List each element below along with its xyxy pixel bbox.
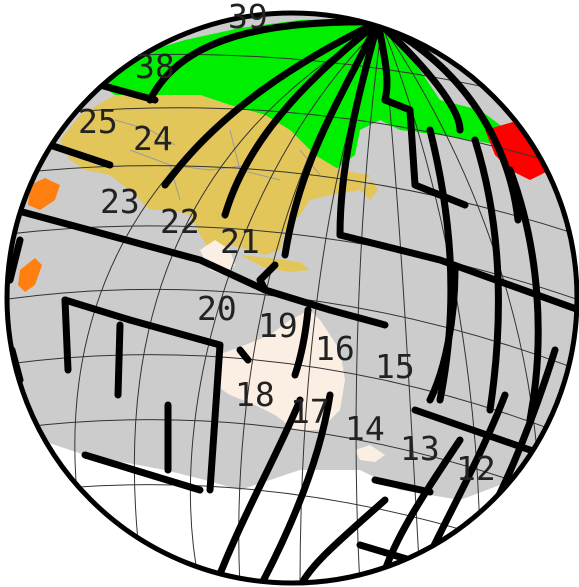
zone-labels: 39 38 25 24 23 22 21 20 19 18 17 16 15 1… (78, 0, 496, 488)
new-zealand-islands (355, 445, 385, 462)
zone-label-12: 12 (456, 449, 496, 488)
zone-label-14: 14 (345, 409, 385, 448)
zone-label-13: 13 (400, 429, 440, 468)
zone-label-25: 25 (78, 102, 118, 141)
zone-label-23: 23 (100, 182, 140, 221)
globe-outline (4, 10, 579, 586)
zone-label-39: 39 (228, 0, 268, 36)
japan-island (360, 180, 378, 200)
zone-label-15: 15 (375, 347, 415, 386)
zone-label-24: 24 (133, 119, 173, 158)
zone-label-38: 38 (135, 47, 175, 86)
zone-label-22: 22 (160, 202, 200, 241)
zone-label-20: 20 (197, 289, 237, 328)
madagascar-island (18, 258, 42, 292)
zone-label-16: 16 (315, 329, 355, 368)
zone-label-18: 18 (235, 375, 275, 414)
zone-label-17: 17 (290, 392, 330, 431)
zone-label-19: 19 (258, 306, 298, 345)
arabia-region (28, 178, 60, 210)
zone-label-21: 21 (220, 222, 260, 261)
